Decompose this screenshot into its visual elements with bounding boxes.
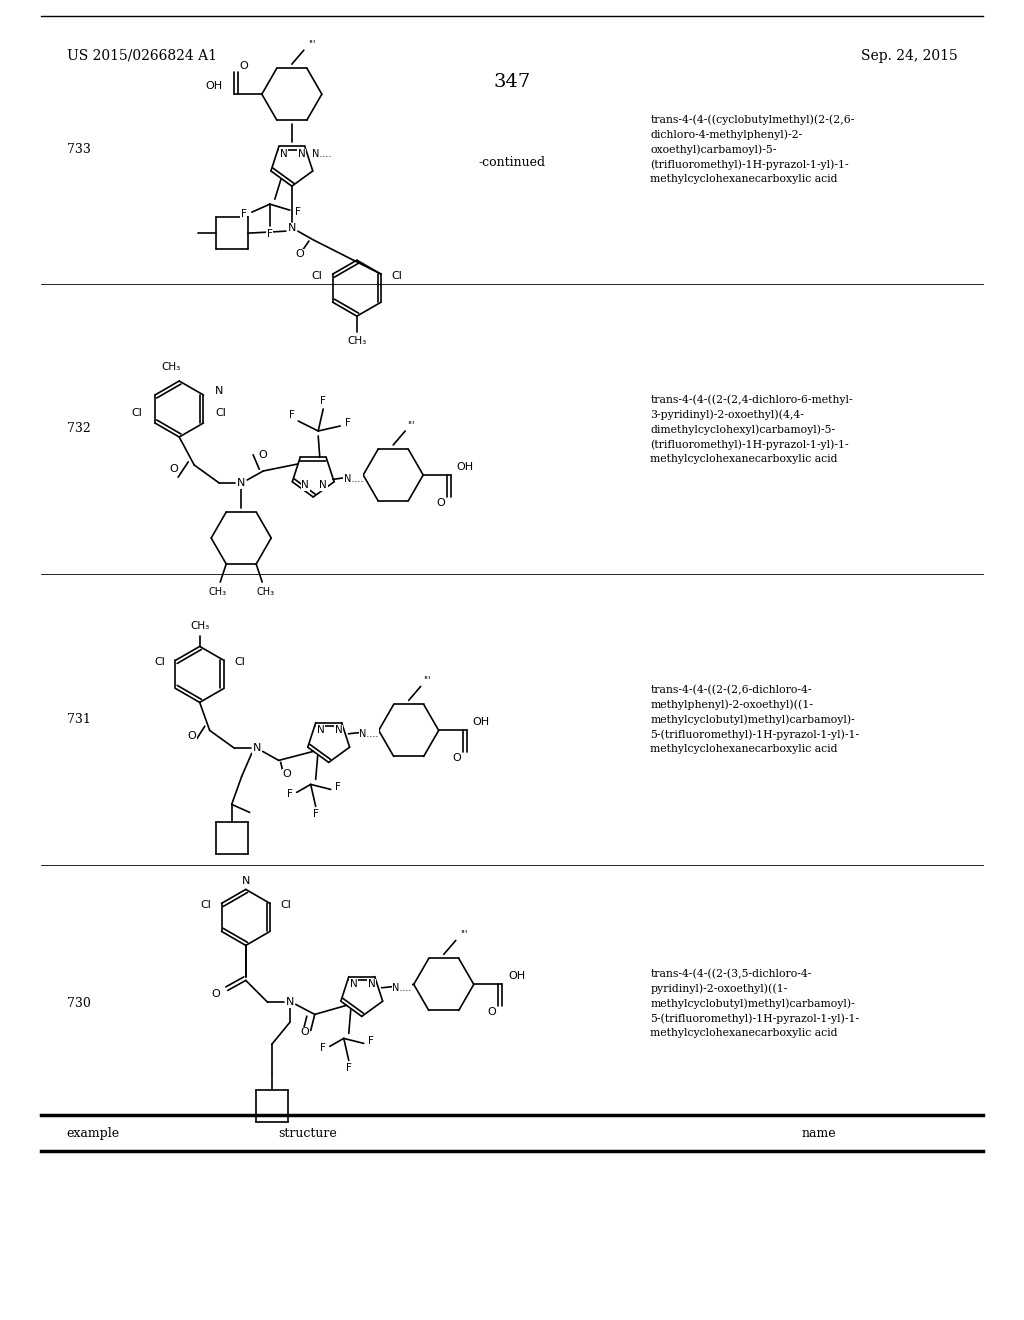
Text: name: name xyxy=(802,1127,837,1139)
Text: Cl: Cl xyxy=(281,900,292,911)
Text: Cl: Cl xyxy=(216,408,226,418)
Text: F: F xyxy=(312,809,318,820)
Text: Cl: Cl xyxy=(132,408,142,418)
Text: N: N xyxy=(368,979,376,990)
Text: N: N xyxy=(237,478,246,488)
Text: F: F xyxy=(368,1036,374,1047)
Text: CH₃: CH₃ xyxy=(256,587,274,597)
Text: F: F xyxy=(241,209,247,219)
Text: F: F xyxy=(295,207,301,218)
Text: CH₃: CH₃ xyxy=(347,337,367,346)
Text: F: F xyxy=(289,411,295,420)
Text: F: F xyxy=(319,1043,326,1053)
Text: O: O xyxy=(259,450,267,459)
Text: 731: 731 xyxy=(67,713,90,726)
Text: 733: 733 xyxy=(67,143,90,156)
Text: O: O xyxy=(437,498,445,508)
Text: trans-4-(4-((2-(3,5-dichloro-4-
pyridinyl)-2-oxoethyl)((1-
methylcyclobutyl)meth: trans-4-(4-((2-(3,5-dichloro-4- pyridiny… xyxy=(650,969,859,1038)
Text: O: O xyxy=(453,754,461,763)
Text: ''': ''' xyxy=(308,40,315,49)
Text: N: N xyxy=(288,223,296,234)
Text: Cl: Cl xyxy=(234,657,246,668)
Text: CH₃: CH₃ xyxy=(190,622,209,631)
Text: N....: N.... xyxy=(359,729,378,739)
Text: ''': ''' xyxy=(408,420,415,430)
Text: ''': ''' xyxy=(460,929,468,940)
Text: N: N xyxy=(301,480,309,490)
Text: O: O xyxy=(487,1007,497,1018)
Text: ''': ''' xyxy=(423,676,430,685)
Text: N: N xyxy=(335,726,343,735)
Text: -continued: -continued xyxy=(478,156,546,169)
Text: example: example xyxy=(67,1127,120,1139)
Text: N....: N.... xyxy=(392,983,412,993)
Text: Sep. 24, 2015: Sep. 24, 2015 xyxy=(861,49,957,63)
Text: Cl: Cl xyxy=(154,657,165,668)
Text: N....: N.... xyxy=(312,149,332,160)
Text: OH: OH xyxy=(205,81,222,91)
Text: N: N xyxy=(350,979,357,990)
Text: O: O xyxy=(240,61,248,71)
Text: N: N xyxy=(286,998,294,1007)
Text: N: N xyxy=(215,385,223,396)
Text: 730: 730 xyxy=(67,997,90,1010)
Text: N....: N.... xyxy=(343,474,362,484)
Text: trans-4-(4-((2-(2,4-dichloro-6-methyl-
3-pyridinyl)-2-oxoethyl)(4,4-
dimethylcyc: trans-4-(4-((2-(2,4-dichloro-6-methyl- 3… xyxy=(650,395,853,463)
Text: F: F xyxy=(287,789,293,800)
Text: F: F xyxy=(335,783,341,792)
Text: Cl: Cl xyxy=(311,271,322,281)
Text: US 2015/0266824 A1: US 2015/0266824 A1 xyxy=(67,49,216,63)
Text: F: F xyxy=(346,1064,351,1073)
Text: 732: 732 xyxy=(67,422,90,436)
Text: N: N xyxy=(319,480,327,490)
Text: 347: 347 xyxy=(494,73,530,91)
Text: Cl: Cl xyxy=(200,900,211,911)
Text: O: O xyxy=(283,770,291,779)
Text: O: O xyxy=(300,1027,309,1038)
Text: N: N xyxy=(253,743,261,754)
Text: OH: OH xyxy=(457,462,474,473)
Text: F: F xyxy=(267,230,272,239)
Text: N: N xyxy=(298,149,306,160)
Text: Cl: Cl xyxy=(391,271,402,281)
Text: N: N xyxy=(242,876,250,887)
Text: CH₃: CH₃ xyxy=(208,587,226,597)
Text: N: N xyxy=(316,726,325,735)
Text: O: O xyxy=(170,465,178,474)
Text: CH₃: CH₃ xyxy=(161,362,180,372)
Text: F: F xyxy=(321,396,326,407)
Text: structure: structure xyxy=(278,1127,337,1139)
Text: trans-4-(4-((2-(2,6-dichloro-4-
methylphenyl)-2-oxoethyl)((1-
methylcyclobutyl)m: trans-4-(4-((2-(2,6-dichloro-4- methylph… xyxy=(650,685,859,754)
Text: OH: OH xyxy=(472,717,489,727)
Text: OH: OH xyxy=(508,972,525,981)
Text: trans-4-(4-((cyclobutylmethyl)(2-(2,6-
dichloro-4-methylphenyl)-2-
oxoethyl)carb: trans-4-(4-((cyclobutylmethyl)(2-(2,6- d… xyxy=(650,115,855,183)
Text: O: O xyxy=(211,990,220,999)
Text: O: O xyxy=(296,249,304,259)
Text: F: F xyxy=(345,418,351,428)
Text: O: O xyxy=(187,731,196,742)
Text: N: N xyxy=(280,149,288,160)
